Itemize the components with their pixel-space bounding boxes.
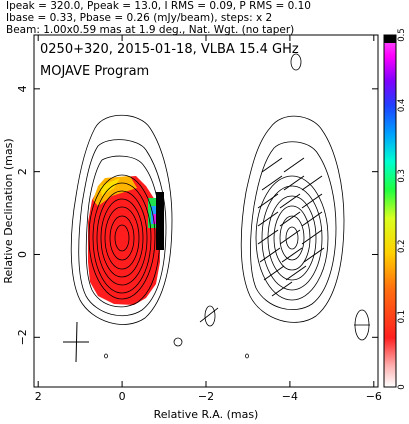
pol-contour-8 [285, 226, 299, 250]
noise-speck-1 [104, 353, 108, 359]
x-axis-label: Relative R.A. (mas) [154, 408, 259, 421]
x-tick-label-4: −6 [366, 390, 382, 403]
y-tick-label-2: 2 [16, 168, 29, 175]
contour-level-8 [104, 206, 140, 270]
polarization-color-map [88, 176, 164, 305]
header-line-2: Ibase = 0.33, Pbase = 0.26 (mJy/beam), s… [6, 12, 272, 24]
colorbar-tick-label-1: 0.1 [397, 310, 407, 324]
stokes-i-contours [70, 114, 173, 325]
header-line-1: Ipeak = 320.0, Ppeak = 13.0, I RMS = 0.0… [6, 0, 311, 12]
y-tick-label-0: −2 [16, 329, 29, 345]
axes: 2 0 −2 −4 −6 −2 0 2 4 [16, 35, 382, 403]
x-tick-label-1: 0 [119, 390, 126, 403]
y-tick-label-3: 4 [16, 85, 29, 92]
colorbar-tick-label-4: 0.4 [397, 99, 407, 113]
colorbar-tick-label-3: 0.3 [397, 169, 407, 183]
colorbar-tick-label-2: 0.2 [397, 239, 407, 253]
polarization-contours [104, 53, 370, 359]
pol-contour-2 [250, 141, 337, 311]
contour-level-4 [88, 174, 156, 300]
y-axis-label: Relative Declination (mas) [2, 138, 15, 283]
x-tick-label-0: 2 [35, 390, 42, 403]
pol-contour-7 [279, 215, 305, 261]
red-emission-region [88, 176, 160, 305]
colorbar-top-band [384, 35, 396, 43]
contour-level-2 [78, 139, 167, 317]
x-tick-label-3: −4 [282, 390, 298, 403]
x-tick-label-2: −2 [198, 390, 214, 403]
pol-contour-5 [267, 195, 317, 281]
chart-subtitle: MOJAVE Program [40, 64, 149, 79]
contour-level-10 [114, 224, 130, 252]
noise-contour-small [173, 337, 183, 347]
chart-title: 0250+320, 2015-01-18, VLBA 15.4 GHz [40, 42, 299, 57]
contour-level-5 [92, 182, 152, 294]
colorbar-tick-label-5: 0.5 [397, 28, 407, 42]
contour-level-3 [85, 155, 161, 308]
colorbar-ticks: 0 0.1 0.2 0.3 0.4 0.5 [397, 28, 407, 389]
noise-contour-top [290, 53, 302, 71]
contour-level-7 [100, 198, 144, 278]
magenta-edge-strip [153, 214, 158, 224]
header-line-3: Beam: 1.00x0.59 mas at 1.9 deg., Nat. Wg… [6, 24, 294, 36]
noise-contour-middle [204, 305, 216, 327]
contour-level-1 [70, 114, 173, 325]
pol-contour-4 [261, 185, 323, 291]
evpa-vectors [257, 157, 325, 297]
colorbar [383, 34, 397, 388]
contour-level-9 [109, 215, 135, 261]
noise-speck-2 [245, 353, 249, 359]
beam-cross [63, 321, 89, 363]
colorbar-tick-label-0: 0 [397, 384, 407, 389]
plot-frame [33, 34, 379, 388]
pol-contour-3 [255, 175, 329, 301]
yellow-emission-region [100, 178, 120, 196]
pol-contour-1 [240, 115, 345, 323]
y-tick-label-1: 0 [16, 251, 29, 258]
contour-level-6 [96, 190, 148, 286]
